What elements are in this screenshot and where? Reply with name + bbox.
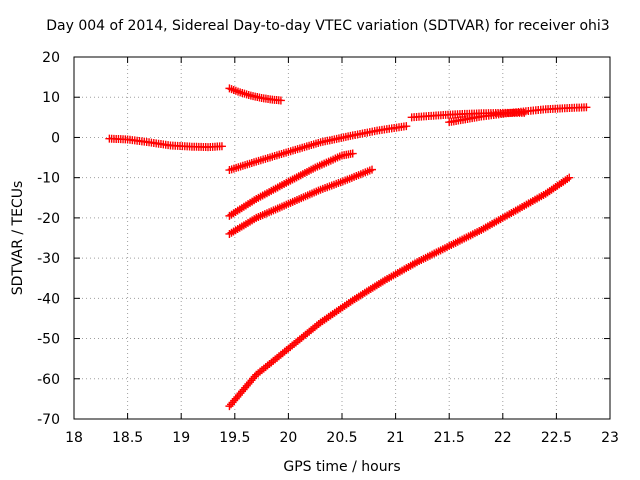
y-tick-label: 20 bbox=[42, 50, 60, 66]
series-arc-5 bbox=[225, 165, 377, 238]
data-point bbox=[348, 149, 357, 158]
x-tick-label: 21 bbox=[387, 430, 405, 446]
x-tick-label: 23 bbox=[601, 430, 619, 446]
data-point bbox=[276, 96, 285, 105]
series-arc-4 bbox=[225, 149, 357, 220]
x-tick-label: 18.5 bbox=[112, 430, 143, 446]
data-point bbox=[582, 103, 591, 112]
data-point bbox=[563, 175, 572, 184]
y-axis-label: SDTVAR / TECUs bbox=[10, 181, 26, 296]
x-tick-label: 21.5 bbox=[434, 430, 465, 446]
grid-lines bbox=[74, 57, 610, 419]
x-axis-label: GPS time / hours bbox=[283, 459, 400, 475]
x-axis-ticks: 18 18.5 19 19.5 20 20.5 21 21.5 22 22.5 23 bbox=[65, 57, 619, 446]
series-arc-3 bbox=[225, 122, 411, 175]
y-tick-label: 0 bbox=[51, 130, 60, 146]
series-arc-7 bbox=[445, 103, 591, 127]
y-tick-label: 10 bbox=[42, 90, 60, 106]
x-tick-label: 18 bbox=[65, 430, 83, 446]
data-point bbox=[217, 142, 226, 151]
y-tick-label: -60 bbox=[37, 372, 60, 388]
x-tick-label: 22 bbox=[494, 430, 512, 446]
data-point bbox=[565, 173, 574, 182]
y-tick-label: -50 bbox=[37, 332, 60, 348]
chart-title: Day 004 of 2014, Sidereal Day-to-day VTE… bbox=[46, 18, 609, 34]
x-tick-label: 20.5 bbox=[326, 430, 357, 446]
x-tick-label: 20 bbox=[279, 430, 297, 446]
y-tick-label: -40 bbox=[37, 291, 60, 307]
data-point bbox=[402, 122, 411, 131]
y-tick-label: -20 bbox=[37, 211, 60, 227]
x-tick-label: 19.5 bbox=[219, 430, 250, 446]
x-tick-label: 19 bbox=[172, 430, 190, 446]
y-tick-label: -70 bbox=[37, 412, 60, 428]
y-axis-ticks: -70 -60 -50 -40 -30 -20 -10 0 10 20 bbox=[37, 50, 610, 428]
data-point bbox=[368, 165, 377, 174]
series-arc-2 bbox=[225, 84, 285, 105]
series-arc-8 bbox=[225, 173, 574, 411]
y-tick-label: -30 bbox=[37, 251, 60, 267]
data-point bbox=[250, 372, 259, 381]
y-tick-label: -10 bbox=[37, 171, 60, 187]
series-arc-1 bbox=[105, 134, 226, 152]
data-points bbox=[105, 84, 591, 411]
x-tick-label: 22.5 bbox=[541, 430, 572, 446]
